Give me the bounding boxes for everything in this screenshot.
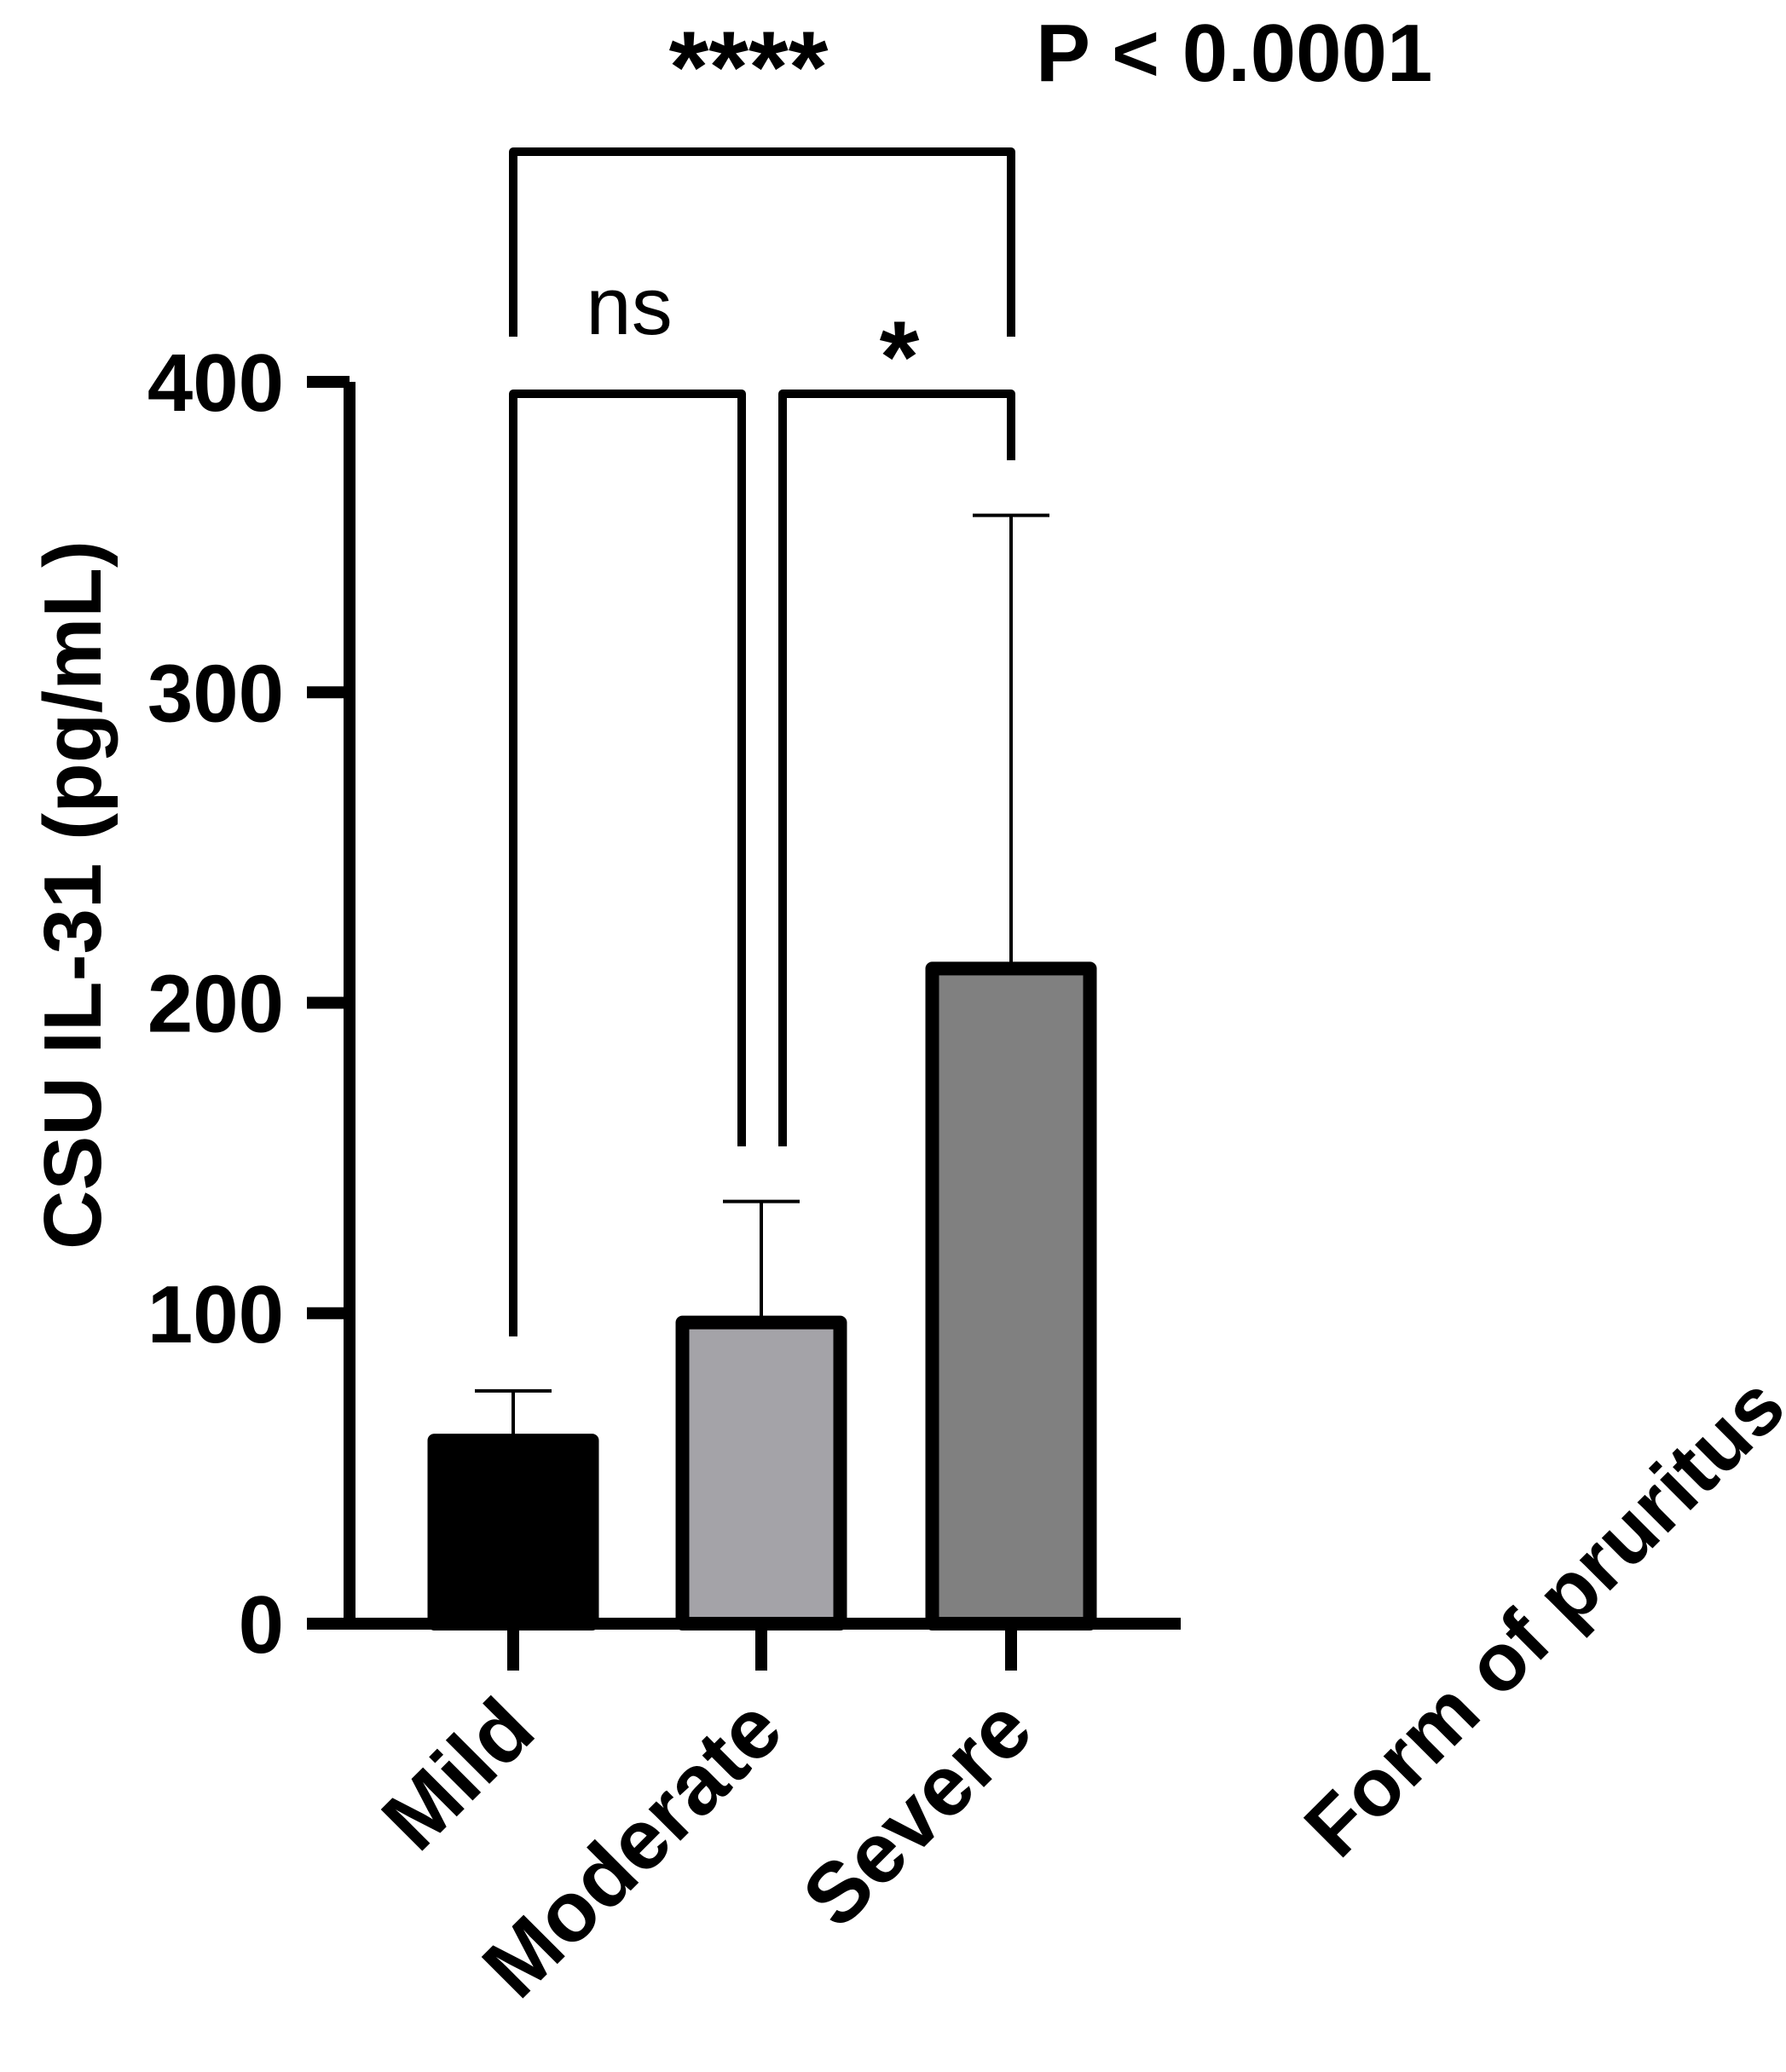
- bar-moderate: [675, 1315, 847, 1630]
- bracket-moderate-severe: [778, 390, 1015, 1146]
- y-axis-title: CSU IL-31 (pg/mL): [27, 540, 118, 1250]
- y-tick-label: 200: [147, 959, 284, 1050]
- y-tick-label: 400: [147, 338, 284, 429]
- significance-label: ****: [669, 10, 829, 124]
- error-bars: [475, 513, 1049, 1441]
- significance-brackets: **** ns *: [509, 10, 1015, 1336]
- significance-label: ns: [586, 261, 672, 352]
- y-tick-label: 0: [239, 1579, 284, 1671]
- y-tick-label: 300: [147, 648, 284, 739]
- y-tick-label: 100: [147, 1269, 284, 1360]
- x-axis-title: Form of pruritus: [1287, 1359, 1786, 1874]
- x-category-label: Mild: [364, 1680, 552, 1868]
- y-ticks: 0 100 200 300 400: [147, 338, 350, 1671]
- bar-mild: [427, 1434, 599, 1631]
- significance-label: *: [880, 300, 920, 414]
- bracket-mild-moderate: [509, 390, 746, 1336]
- p-value-label: P < 0.0001: [1036, 8, 1432, 99]
- x-category-label: Severe: [784, 1680, 1049, 1945]
- bracket-mild-severe: [509, 147, 1015, 337]
- bar-severe: [925, 961, 1097, 1630]
